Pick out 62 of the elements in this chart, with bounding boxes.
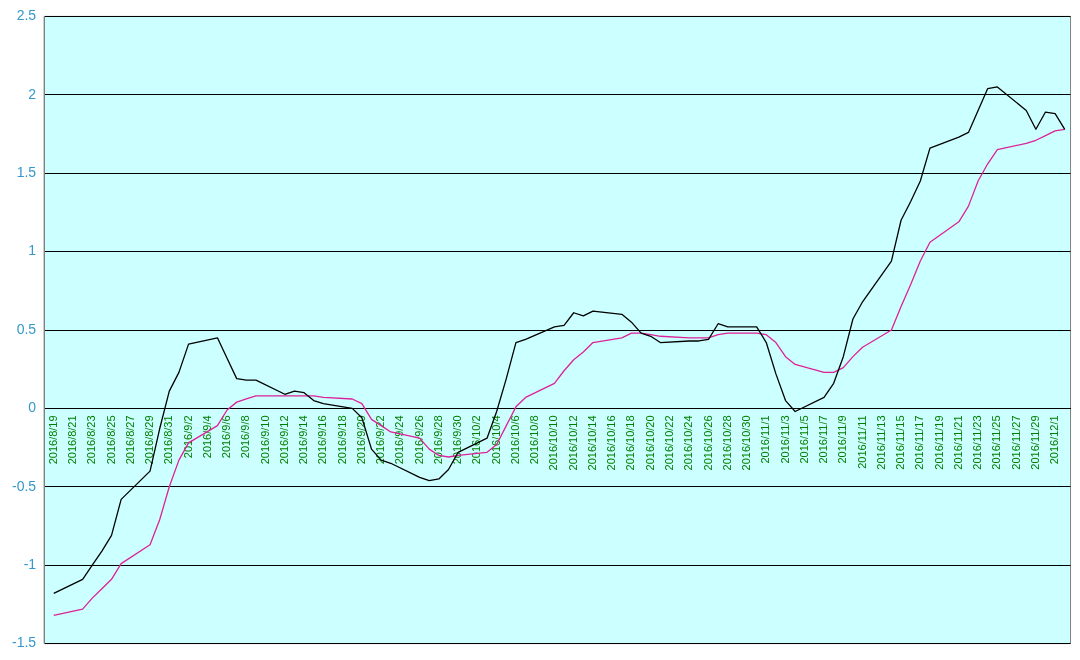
y-tick-label: 0 xyxy=(28,399,37,416)
y-tick-label: -1 xyxy=(23,556,37,573)
x-tick-label: 2016/10/8 xyxy=(528,415,541,465)
x-tick-label: 2016/12/1 xyxy=(1048,415,1061,465)
x-tick-label: 2016/8/19 xyxy=(46,415,59,465)
x-tick-label: 2016/10/28 xyxy=(720,415,733,471)
x-tick-label: 2016/9/4 xyxy=(200,415,213,459)
x-tick-label: 2016/9/12 xyxy=(277,415,290,465)
x-tick-label: 2016/9/30 xyxy=(451,415,464,465)
x-tick-label: 2016/11/1 xyxy=(759,415,772,464)
x-tick-label: 2016/11/23 xyxy=(971,415,984,470)
x-tick-label: 2016/9/28 xyxy=(431,415,444,465)
x-tick-label: 2016/10/2 xyxy=(470,415,483,465)
x-tick-label: 2016/9/16 xyxy=(316,415,329,465)
x-tick-label: 2016/9/20 xyxy=(354,415,367,465)
x-tick-label: 2016/10/24 xyxy=(682,415,695,471)
y-tick-label: 1.5 xyxy=(16,164,37,181)
x-tick-label: 2016/10/10 xyxy=(547,415,560,471)
y-tick-label: -0.5 xyxy=(12,477,37,494)
x-tick-label: 2016/9/24 xyxy=(393,415,406,465)
y-tick-label: 2.5 xyxy=(16,7,37,24)
x-tick-label: 2016/9/22 xyxy=(374,415,387,465)
x-tick-label: 2016/10/20 xyxy=(643,415,656,471)
x-tick-label: 2016/8/21 xyxy=(66,415,79,465)
x-tick-label: 2016/10/16 xyxy=(605,415,618,471)
x-tick-label: 2016/10/6 xyxy=(508,415,521,465)
x-tick-label: 2016/9/26 xyxy=(412,415,425,465)
x-tick-label: 2016/11/3 xyxy=(778,415,791,464)
y-tick-label: 0.5 xyxy=(16,320,37,337)
x-tick-label: 2016/10/4 xyxy=(489,415,502,465)
x-tick-label: 2016/11/11 xyxy=(855,415,868,469)
y-tick-label: 1 xyxy=(28,242,37,259)
x-tick-label: 2016/8/29 xyxy=(143,415,156,465)
y-tick-label: -1.5 xyxy=(12,634,37,651)
x-tick-label: 2016/8/23 xyxy=(85,415,98,465)
x-tick-label: 2016/10/18 xyxy=(624,415,637,471)
x-tick-label: 2016/10/14 xyxy=(585,415,598,471)
x-tick-label: 2016/9/14 xyxy=(297,415,310,465)
x-tick-label: 2016/11/9 xyxy=(836,415,849,464)
x-tick-label: 2016/10/26 xyxy=(701,415,714,471)
x-tick-label: 2016/9/18 xyxy=(335,415,348,465)
x-tick-label: 2016/11/29 xyxy=(1028,415,1041,470)
y-tick-label: 2 xyxy=(28,85,37,102)
x-tick-label: 2016/11/17 xyxy=(913,415,926,470)
x-tick-label: 2016/9/8 xyxy=(239,415,252,459)
x-tick-label: 2016/11/7 xyxy=(817,415,830,464)
x-tick-label: 2016/11/5 xyxy=(797,415,810,464)
x-tick-label: 2016/11/13 xyxy=(874,415,887,470)
x-tick-label: 2016/10/12 xyxy=(566,415,579,471)
x-tick-label: 2016/8/25 xyxy=(104,415,117,465)
x-tick-label: 2016/8/31 xyxy=(162,415,175,465)
x-tick-label: 2016/9/6 xyxy=(220,415,233,459)
x-tick-label: 2016/9/10 xyxy=(258,415,271,465)
x-tick-label: 2016/11/25 xyxy=(990,415,1003,470)
x-tick-label: 2016/11/27 xyxy=(1009,415,1022,470)
x-tick-label: 2016/11/21 xyxy=(951,415,964,470)
x-tick-label: 2016/11/19 xyxy=(932,415,945,470)
x-tick-label: 2016/10/22 xyxy=(663,415,676,471)
x-tick-label: 2016/8/27 xyxy=(123,415,136,465)
x-tick-label: 2016/10/30 xyxy=(740,415,753,471)
x-tick-label: 2016/11/15 xyxy=(894,415,907,470)
x-tick-label: 2016/9/2 xyxy=(181,415,194,459)
